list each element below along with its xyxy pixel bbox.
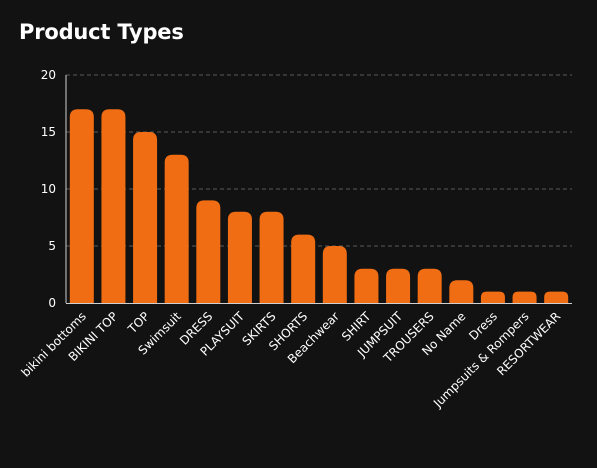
bar[interactable] bbox=[480, 291, 505, 303]
bar[interactable] bbox=[259, 211, 284, 303]
bar[interactable] bbox=[164, 154, 189, 303]
y-tick-labels: 0 5 10 15 20 bbox=[41, 68, 56, 310]
y-tick-label: 20 bbox=[41, 68, 56, 82]
bar[interactable] bbox=[196, 200, 221, 303]
bar[interactable] bbox=[544, 291, 569, 303]
bar[interactable] bbox=[354, 268, 379, 303]
bar[interactable] bbox=[449, 280, 474, 303]
bar[interactable] bbox=[227, 211, 252, 303]
bars bbox=[69, 109, 569, 303]
y-tick-label: 0 bbox=[48, 296, 56, 310]
bar[interactable] bbox=[417, 268, 442, 303]
y-tick-label: 10 bbox=[41, 182, 56, 196]
bar[interactable] bbox=[101, 109, 126, 303]
bar[interactable] bbox=[386, 268, 411, 303]
bar[interactable] bbox=[69, 109, 94, 303]
bar[interactable] bbox=[322, 246, 347, 303]
y-tick-label: 15 bbox=[41, 125, 56, 139]
x-tick-label: TOP bbox=[125, 309, 153, 337]
bar[interactable] bbox=[291, 234, 316, 303]
bar[interactable] bbox=[512, 291, 537, 303]
bar[interactable] bbox=[133, 132, 158, 303]
axes bbox=[65, 75, 572, 304]
y-tick-label: 5 bbox=[48, 239, 56, 253]
chart-title: Product Types bbox=[19, 20, 184, 44]
